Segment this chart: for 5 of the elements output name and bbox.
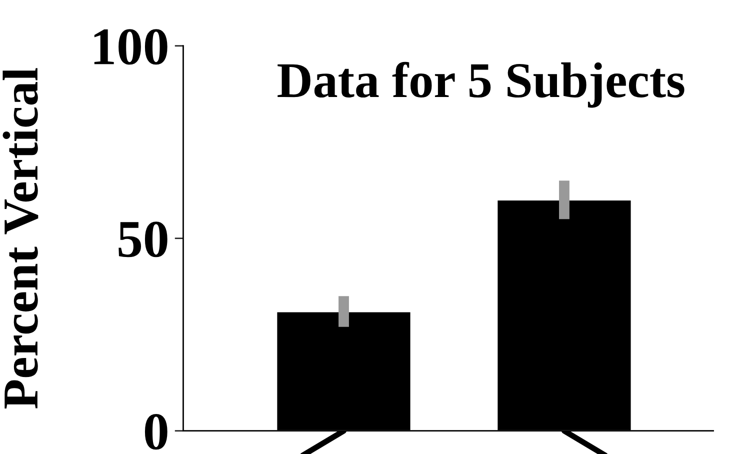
y-axis-title: Percent Vertical (2, 68, 38, 409)
y-tick-label: 50 (118, 222, 168, 258)
chart-title: Data for 5 Subjects (278, 62, 684, 108)
y-tick-label: 0 (144, 414, 168, 450)
y-tick-label: 100 (94, 29, 168, 65)
